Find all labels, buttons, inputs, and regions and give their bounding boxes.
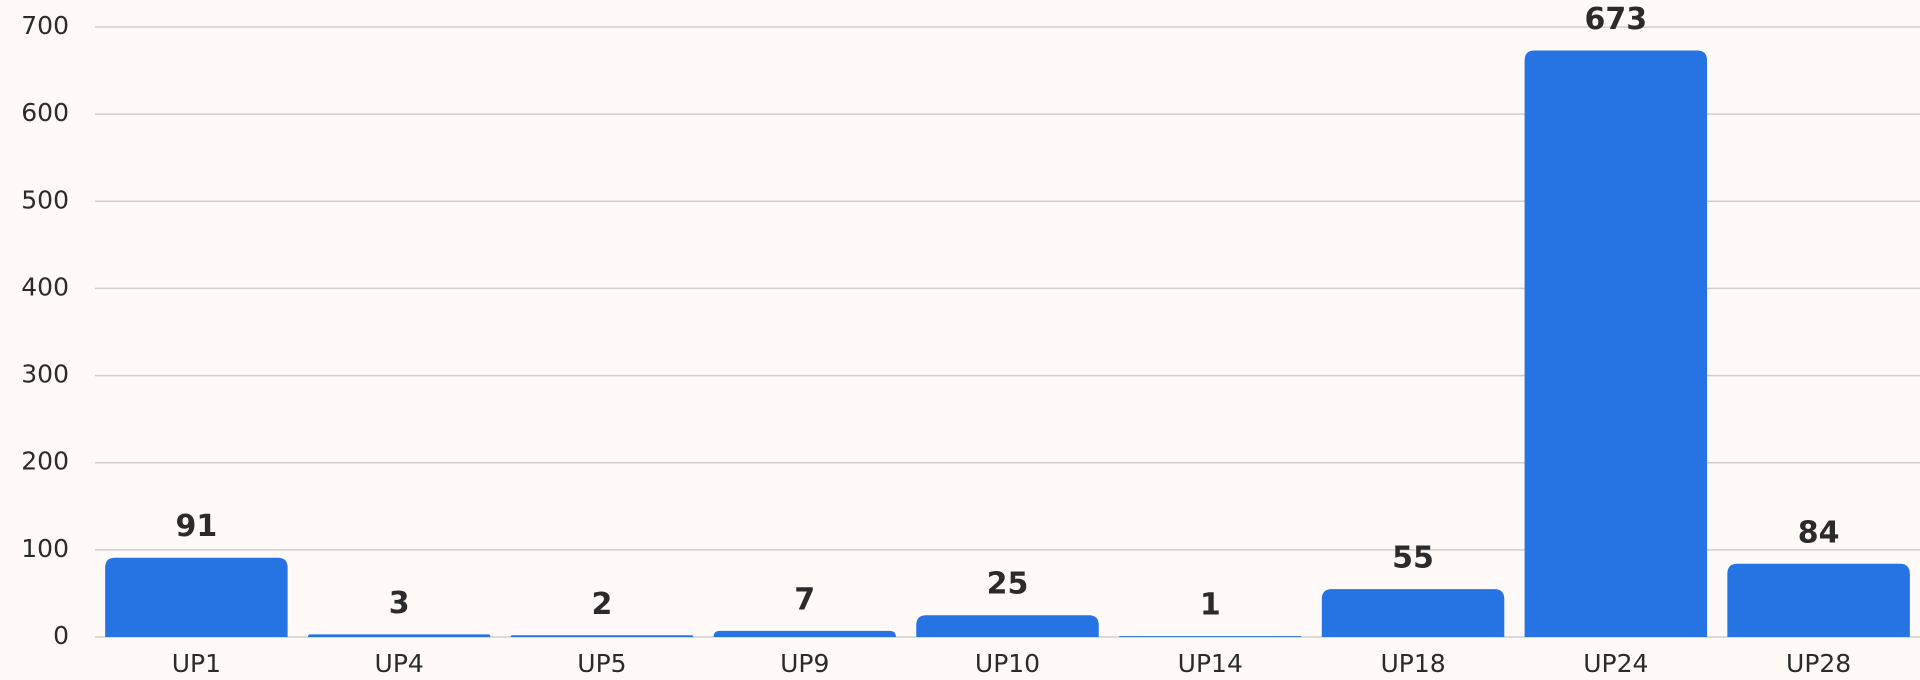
bar (713, 630, 896, 637)
bar (916, 615, 1099, 637)
y-tick-label: 0 (53, 621, 69, 650)
value-label: 91 (176, 509, 218, 544)
y-tick-label: 600 (21, 98, 69, 127)
x-tick-label: UP1 (172, 649, 221, 678)
value-label: 55 (1392, 541, 1434, 576)
y-tick-label: 700 (21, 11, 69, 40)
bar (1727, 563, 1910, 637)
y-tick-label: 400 (21, 272, 69, 301)
x-tick-label: UP18 (1380, 649, 1445, 678)
value-label: 1 (1200, 588, 1221, 623)
x-tick-label: UP10 (975, 649, 1040, 678)
value-label: 3 (389, 586, 410, 621)
bar (1119, 636, 1302, 637)
y-tick-label: 200 (21, 447, 69, 476)
bar (1524, 50, 1708, 638)
x-tick-label: UP14 (1178, 649, 1243, 678)
value-label: 673 (1585, 2, 1648, 37)
value-label: 25 (987, 567, 1029, 602)
bar (510, 635, 694, 637)
bar (1321, 589, 1505, 637)
bar (307, 634, 491, 637)
x-tick-label: UP28 (1786, 649, 1851, 678)
x-tick-label: UP9 (780, 649, 829, 678)
y-tick-label: 500 (21, 185, 69, 214)
x-tick-label: UP5 (577, 649, 626, 678)
x-tick-label: UP24 (1583, 649, 1648, 678)
y-tick-label: 300 (21, 360, 69, 389)
x-tick-label: UP4 (375, 649, 424, 678)
value-label: 84 (1798, 515, 1840, 550)
y-tick-label: 100 (21, 534, 69, 563)
bar (105, 557, 288, 637)
value-label: 7 (794, 582, 815, 617)
value-label: 2 (592, 587, 613, 622)
